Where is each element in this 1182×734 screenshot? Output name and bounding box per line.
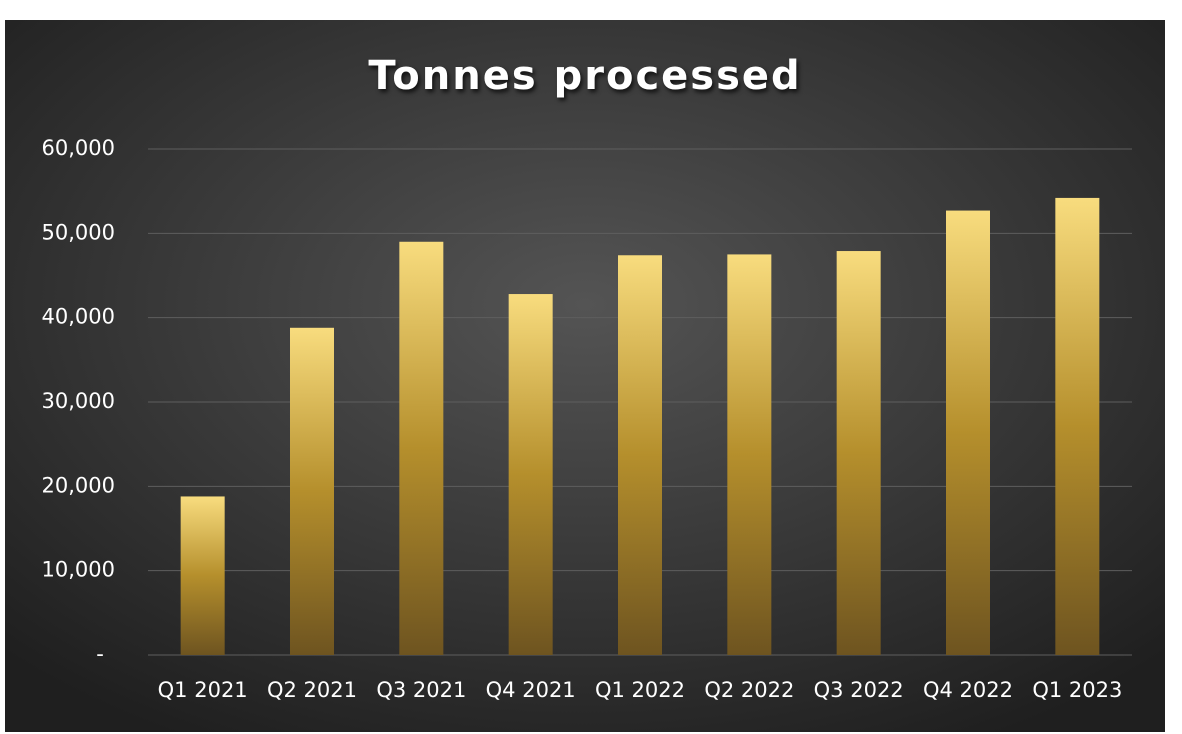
x-tick-label: Q2 2021 — [267, 678, 357, 702]
y-tick-label: - — [96, 642, 104, 666]
chart-title: Tonnes processed — [368, 53, 801, 99]
x-tick-label: Q4 2022 — [923, 678, 1013, 702]
x-tick-label: Q1 2021 — [158, 678, 248, 702]
bar — [618, 255, 662, 655]
bar — [946, 210, 990, 655]
bar — [836, 251, 881, 655]
x-tick-label: Q3 2021 — [376, 678, 466, 702]
y-tick-label: 60,000 — [42, 136, 115, 160]
bar — [727, 254, 772, 655]
x-tick-label: Q1 2023 — [1032, 678, 1122, 702]
x-tick-label: Q2 2022 — [704, 678, 794, 702]
y-tick-label: 20,000 — [42, 473, 115, 497]
x-tick-label: Q1 2022 — [595, 678, 685, 702]
bar — [1055, 197, 1100, 655]
bar — [290, 327, 334, 655]
y-tick-label: 40,000 — [42, 305, 115, 329]
bar — [180, 496, 225, 655]
bar — [508, 294, 553, 655]
y-tick-label: 30,000 — [42, 389, 115, 413]
chart-background — [5, 20, 1165, 732]
x-tick-label: Q3 2022 — [814, 678, 904, 702]
y-tick-label: 10,000 — [42, 558, 115, 582]
y-tick-label: 50,000 — [42, 220, 115, 244]
bar — [399, 241, 444, 655]
x-tick-label: Q4 2021 — [486, 678, 576, 702]
